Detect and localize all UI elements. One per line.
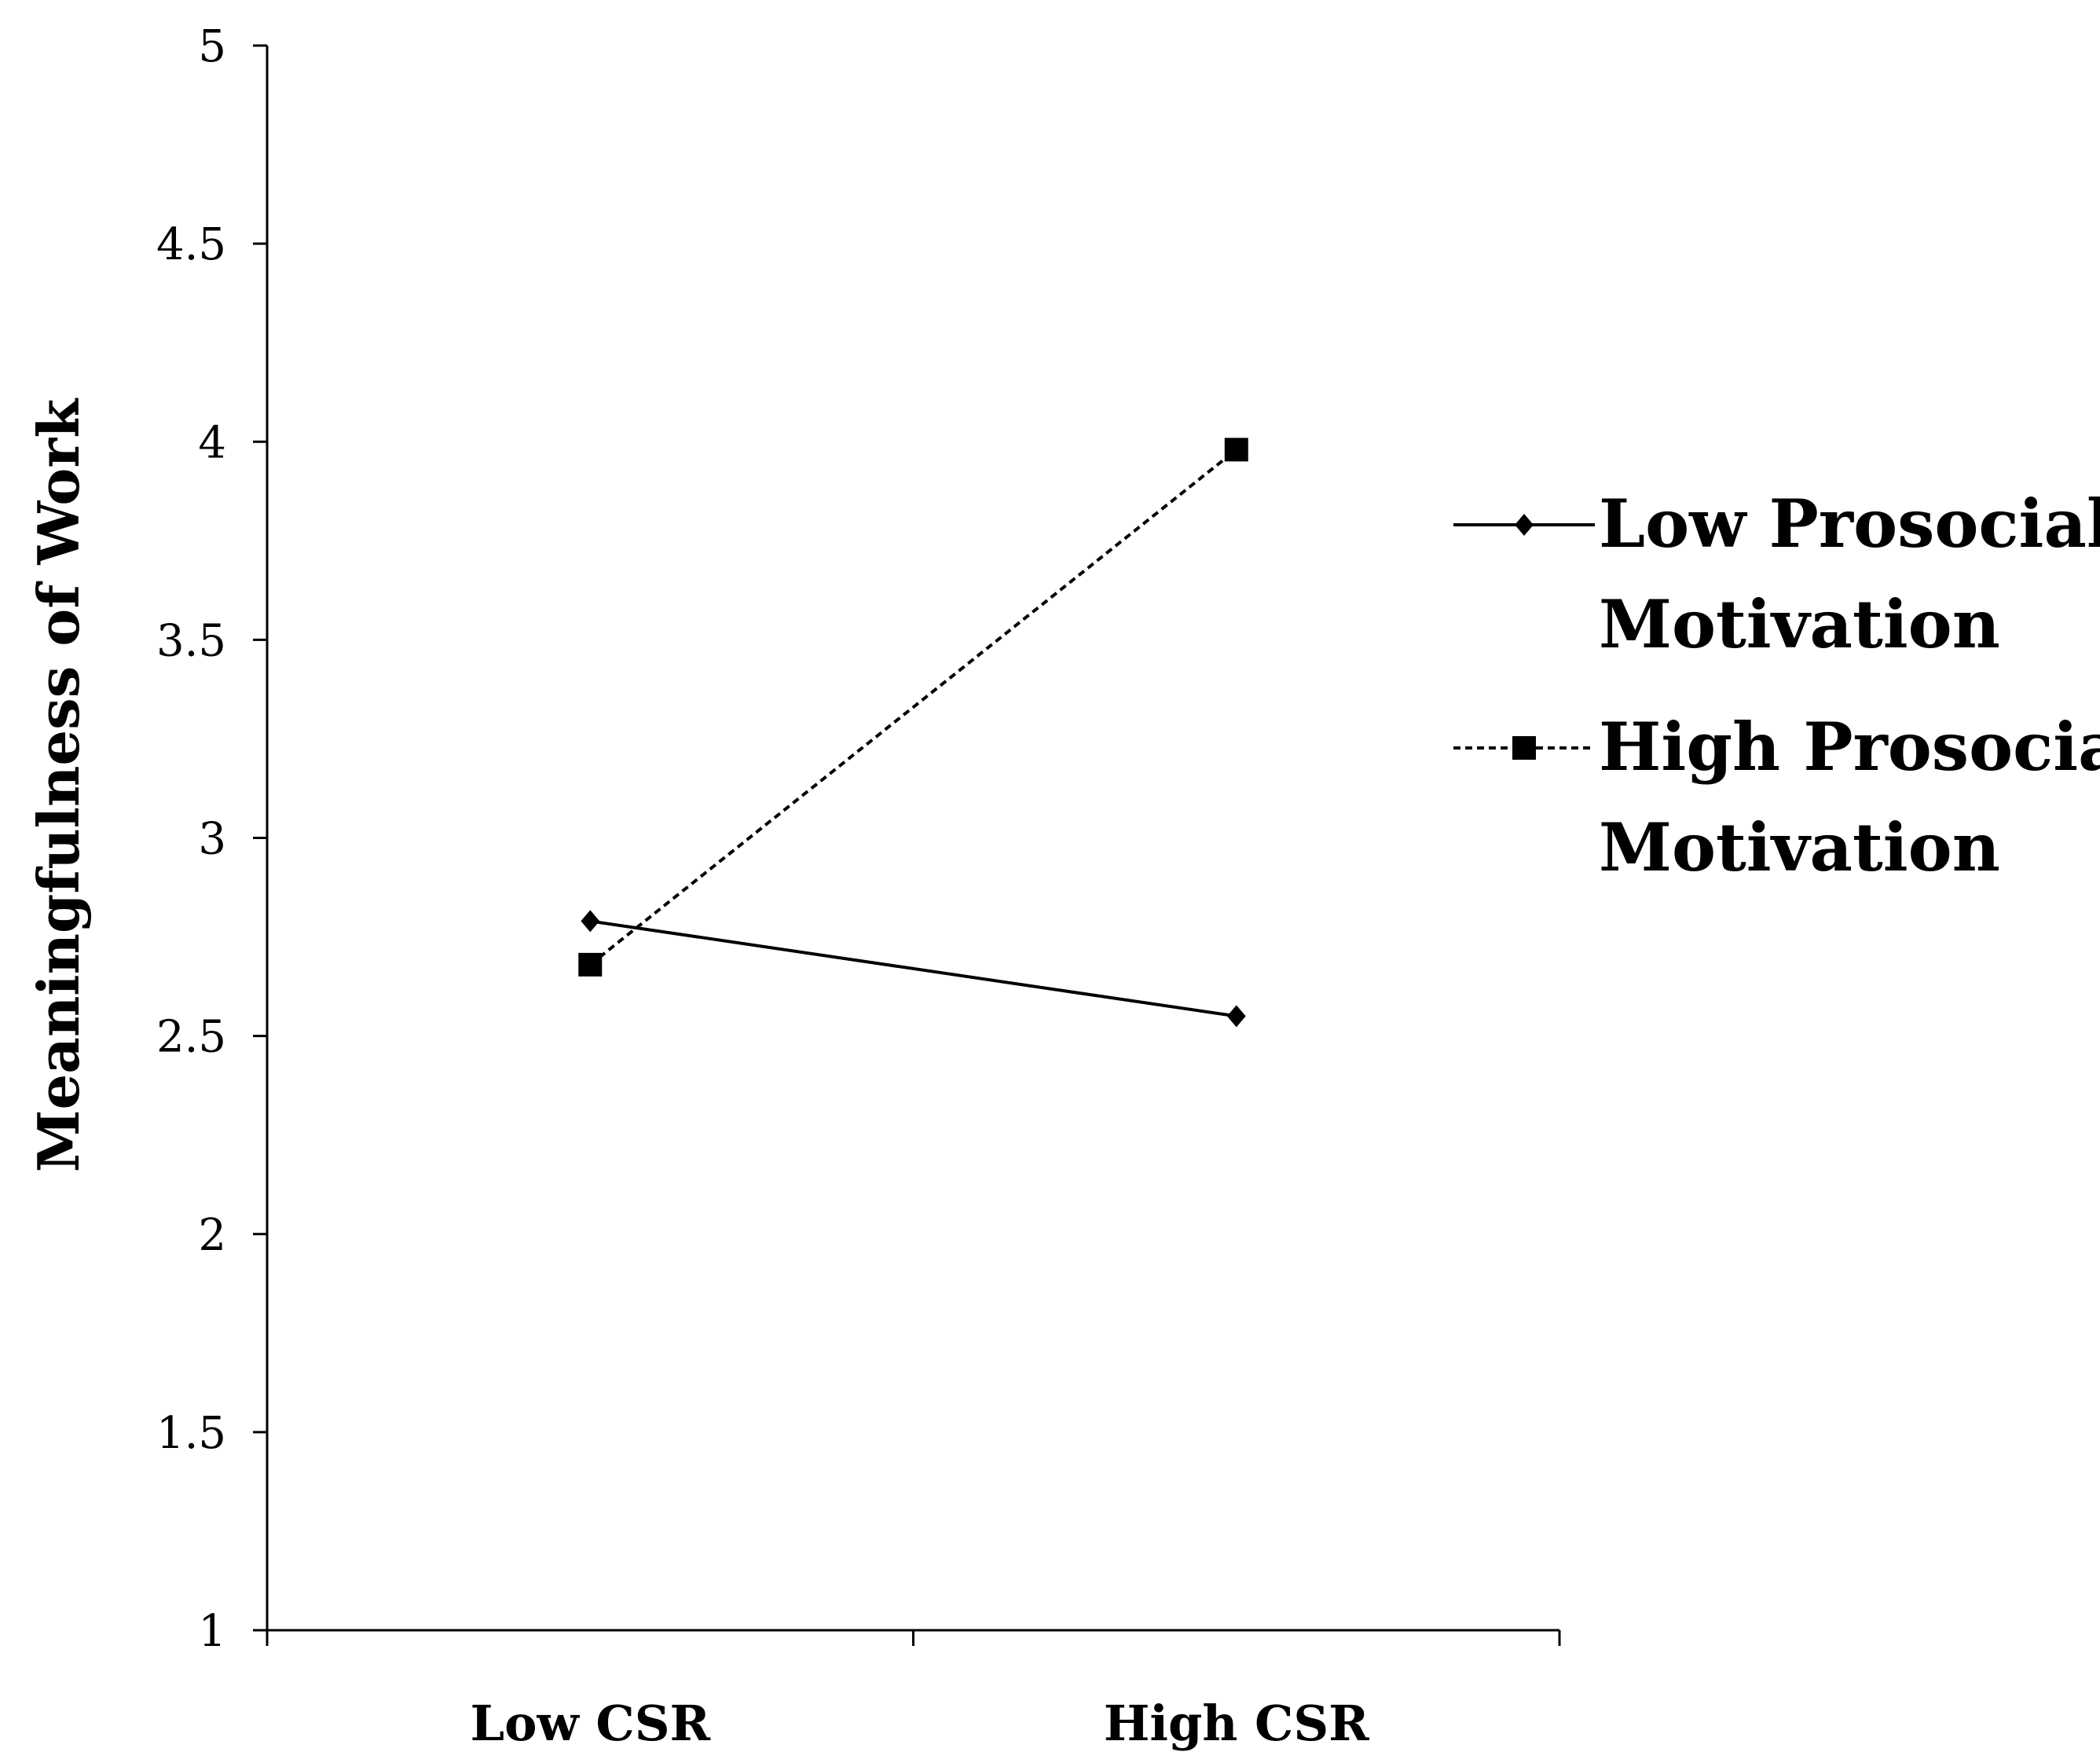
legend-label-low-prosocial-motivation: Motivation [1599,585,2000,663]
x-tick-label: Low CSR [470,1695,710,1752]
axes: 1 1.5 2 2.5 3 3.5 4 4.5 5 Low CSR High CSR [156,21,1561,1752]
y-tick-label: 3 [198,814,226,865]
y-tick-label: 1.5 [156,1408,226,1459]
y-tick-label: 2.5 [156,1012,226,1063]
y-tick-label: 1 [198,1606,226,1657]
y-tick-label: 4 [198,417,226,468]
series-line-high-prosocial-motivation [589,448,1237,966]
x-tick-label: High CSR [1104,1695,1369,1752]
legend-marker-low-prosocial-motivation [1515,514,1534,536]
legend-label-low-prosocial-motivation: Low Prosocial [1599,485,2100,563]
legend-label-high-prosocial-motivation: High Prosocial [1599,708,2100,786]
data-point-high-prosocial-motivation [1224,438,1248,462]
series-layer [578,438,1248,1028]
data-point-high-prosocial-motivation [578,952,603,977]
y-tick-label: 4.5 [156,219,226,270]
y-axis-title: Meaningfulness of Work [25,398,92,1173]
y-tick-label: 5 [198,21,226,72]
legend-label-high-prosocial-motivation: Motivation [1599,808,2000,886]
data-point-low-prosocial-motivation [581,910,600,933]
legend-marker-high-prosocial-motivation [1512,736,1536,760]
y-tick-label: 3.5 [156,615,226,666]
y-tick-label: 2 [198,1210,226,1261]
data-point-low-prosocial-motivation [1226,1005,1246,1028]
series-line-low-prosocial-motivation [589,919,1237,1018]
legend: Low Prosocial Motivation High Prosocial Mot… [1453,485,2100,886]
